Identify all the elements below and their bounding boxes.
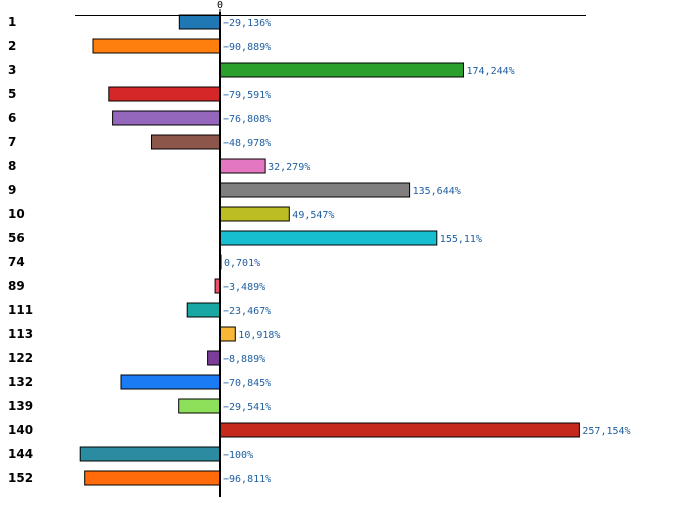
bar-1 [178, 14, 221, 30]
category-label-111: 111 [8, 303, 33, 317]
category-label-2: 2 [8, 39, 16, 53]
value-label-6: −76,808% [223, 114, 271, 125]
value-label-111: −23,467% [223, 306, 271, 317]
bar-132 [120, 374, 221, 390]
category-label-139: 139 [8, 399, 33, 413]
category-label-89: 89 [8, 279, 25, 293]
value-label-74: 0,701% [224, 258, 260, 269]
bar-113 [219, 326, 236, 342]
bar-111 [186, 302, 221, 318]
bar-7 [151, 134, 221, 150]
category-label-3: 3 [8, 63, 16, 77]
value-label-122: −8,889% [223, 354, 265, 365]
value-label-8: 32,279% [268, 162, 310, 173]
value-label-1: −29,136% [223, 18, 271, 29]
bar-140 [219, 422, 580, 438]
value-label-10: 49,547% [292, 210, 334, 221]
value-label-152: −96,811% [223, 474, 271, 485]
bar-139 [178, 398, 221, 414]
value-label-144: −100% [223, 450, 253, 461]
value-label-132: −70,845% [223, 378, 271, 389]
zero-tick-label: 0 [217, 0, 223, 11]
category-label-144: 144 [8, 447, 33, 461]
bar-10 [219, 206, 290, 222]
category-label-7: 7 [8, 135, 16, 149]
value-label-89: −3,489% [223, 282, 265, 293]
value-label-139: −29,541% [223, 402, 271, 413]
category-label-113: 113 [8, 327, 33, 341]
bar-152 [84, 470, 221, 486]
bar-144 [79, 446, 221, 462]
value-label-2: −90,889% [223, 42, 271, 53]
category-label-152: 152 [8, 471, 33, 485]
category-label-8: 8 [8, 159, 16, 173]
category-label-132: 132 [8, 375, 33, 389]
value-label-56: 155,11% [440, 234, 482, 245]
bars-group [79, 14, 580, 486]
category-label-74: 74 [8, 255, 25, 269]
category-label-10: 10 [8, 207, 25, 221]
category-label-5: 5 [8, 87, 16, 101]
bar-56 [219, 230, 438, 246]
bar-122 [207, 350, 221, 366]
bar-5 [108, 86, 221, 102]
category-label-140: 140 [8, 423, 33, 437]
value-label-7: −48,978% [223, 138, 271, 149]
bar-9 [219, 182, 411, 198]
category-label-56: 56 [8, 231, 25, 245]
category-label-6: 6 [8, 111, 16, 125]
category-label-9: 9 [8, 183, 16, 197]
value-label-9: 135,644% [413, 186, 461, 197]
bar-2 [92, 38, 221, 54]
category-label-122: 122 [8, 351, 33, 365]
category-label-1: 1 [8, 15, 16, 29]
bar-3 [219, 62, 464, 78]
labels-group: 1 −29,136% 2 −90,889% 3 174,244% 5 −79,591% 6 −76… [8, 15, 631, 485]
bar-6 [112, 110, 221, 126]
value-label-3: 174,244% [467, 66, 515, 77]
value-label-113: 10,918% [238, 330, 280, 341]
value-label-5: −79,591% [223, 90, 271, 101]
value-label-140: 257,154% [582, 426, 630, 437]
bar-8 [219, 158, 266, 174]
